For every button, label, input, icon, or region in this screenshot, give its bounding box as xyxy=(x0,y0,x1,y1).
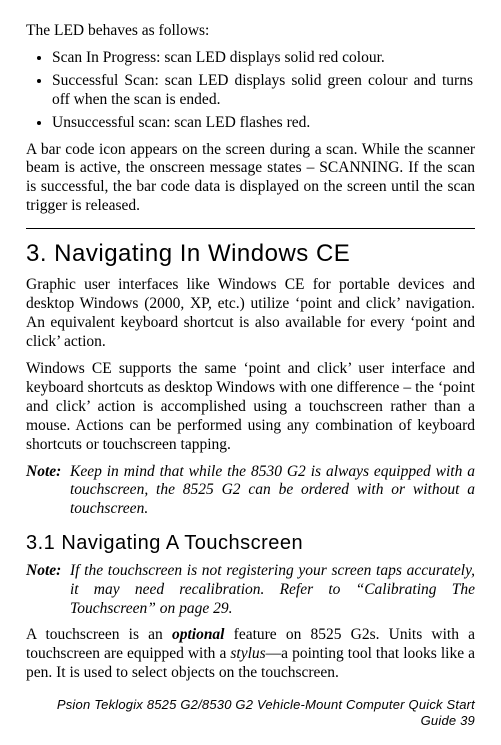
note-body: Keep in mind that while the 8530 G2 is a… xyxy=(70,463,475,520)
note-block: Note: If the touchscreen is not register… xyxy=(26,562,475,619)
list-item: Scan In Progress: scan LED displays soli… xyxy=(52,49,475,68)
list-item: Unsuccessful scan: scan LED flashes red. xyxy=(52,114,475,133)
after-bullets-paragraph: A bar code icon appears on the screen du… xyxy=(26,141,475,217)
section-3-1-heading: 3.1 Navigating A Touchscreen xyxy=(26,531,475,555)
intro-paragraph: The LED behaves as follows: xyxy=(26,22,475,41)
note-body: If the touchscreen is not registering yo… xyxy=(70,562,475,619)
led-behavior-list: Scan In Progress: scan LED displays soli… xyxy=(26,49,475,133)
text-fragment: A touchscreen is an xyxy=(26,626,172,643)
page-footer: Psion Teklogix 8525 G2/8530 G2 Vehicle-M… xyxy=(26,697,475,729)
section-3-heading: 3. Navigating In Windows CE xyxy=(26,239,475,268)
emphasis-optional: optional xyxy=(172,626,225,643)
note-label: Note: xyxy=(26,562,70,619)
emphasis-stylus: stylus xyxy=(230,645,265,662)
note-block: Note: Keep in mind that while the 8530 G… xyxy=(26,463,475,520)
list-item: Successful Scan: scan LED displays solid… xyxy=(52,72,475,110)
final-paragraph: A touchscreen is an optional feature on … xyxy=(26,626,475,683)
section-3-paragraph-1: Graphic user interfaces like Windows CE … xyxy=(26,276,475,352)
section-3-paragraph-2: Windows CE supports the same ‘point and … xyxy=(26,360,475,455)
section-rule xyxy=(26,228,475,229)
note-label: Note: xyxy=(26,463,70,520)
